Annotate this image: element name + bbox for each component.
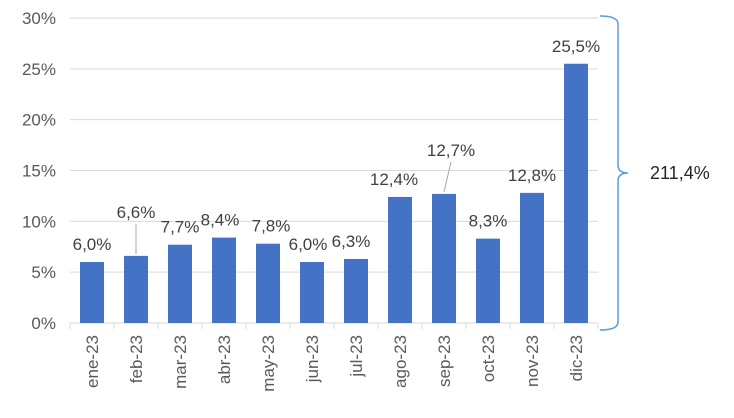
bar-ene-23 [80, 262, 104, 323]
bar-mar-23 [168, 244, 192, 323]
bars [80, 63, 588, 323]
bar-jun-23 [300, 262, 324, 323]
data-label: 6,3% [332, 232, 371, 251]
bar-nov-23 [520, 192, 544, 323]
y-tick-label: 10% [22, 212, 56, 231]
x-axis-category-labels: ene-23 feb-23 mar-23 abr-23 may-23 jun-23 jul-… [83, 335, 586, 392]
data-label: 6,0% [289, 235, 328, 254]
x-category-label: may-23 [259, 335, 278, 392]
x-category-label: abr-23 [215, 335, 234, 384]
bar-feb-23 [124, 255, 148, 323]
bar-ago-23 [388, 196, 412, 323]
x-category-label: ene-23 [83, 335, 102, 388]
x-category-label: ago-23 [391, 335, 410, 388]
x-category-label: sep-23 [435, 335, 454, 387]
x-category-label: dic-23 [567, 335, 586, 381]
bar-sep-23 [432, 193, 456, 323]
data-label: 8,4% [201, 211, 240, 230]
bar-may-23 [256, 243, 280, 323]
y-tick-label: 20% [22, 111, 56, 130]
y-axis-tick-labels: 0% 5% 10% 15% 20% 25% 30% [22, 9, 56, 333]
data-label: 8,3% [469, 212, 508, 231]
data-label: 12,4% [370, 170, 418, 189]
data-label: 12,8% [508, 166, 556, 185]
x-category-label: mar-23 [171, 335, 190, 389]
grid-lines [69, 17, 599, 329]
x-category-label: jul-23 [347, 335, 366, 378]
x-category-label: feb-23 [127, 335, 146, 383]
data-labels: 6,0%6,6%7,7% 8,4% 7,8%6,0% 6,3%12,4%12,7%8,… [73, 37, 600, 254]
y-tick-label: 30% [22, 9, 56, 28]
y-tick-label: 0% [31, 314, 56, 333]
x-category-label: jun-23 [303, 335, 322, 383]
data-label: 6,6% [117, 203, 156, 222]
x-category-label: nov-23 [523, 335, 542, 387]
data-label: 25,5% [552, 37, 600, 56]
x-category-label: oct-23 [479, 335, 498, 382]
bar-abr-23 [212, 237, 236, 323]
y-tick-label: 25% [22, 60, 56, 79]
bar-jul-23 [344, 258, 368, 323]
total-brace-bracket [599, 15, 629, 331]
bar-oct-23 [476, 238, 500, 323]
y-tick-label: 15% [22, 162, 56, 181]
total-brace: 211,4% [599, 15, 710, 331]
data-label: 7,7% [161, 218, 200, 237]
total-annotation-label: 211,4% [650, 163, 710, 183]
data-label: 6,0% [73, 235, 112, 254]
bar-dic-23 [564, 63, 588, 323]
y-tick-label: 5% [31, 263, 56, 282]
data-label: 7,8% [252, 217, 291, 236]
leader-line [443, 161, 452, 192]
data-label: 12,7% [427, 141, 475, 160]
